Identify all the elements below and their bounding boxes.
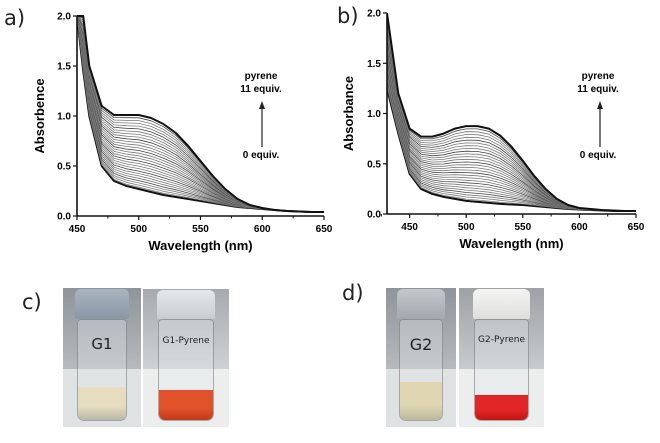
vial-liquid <box>78 387 126 421</box>
panel-label-d: d) <box>342 281 364 305</box>
x-tick-label: 650 <box>316 224 333 235</box>
vial-photo-g1-pyrene: G1-Pyrene <box>143 289 229 427</box>
vial-photo-g2: G2 <box>386 288 456 427</box>
y-axis-label: Absorbence <box>32 78 47 153</box>
vial-liquid <box>475 395 528 421</box>
y-tick-label: 2.0 <box>57 12 71 23</box>
titration-curve <box>387 40 636 212</box>
y-tick-label: 0.5 <box>57 162 71 173</box>
x-tick-label: 600 <box>571 222 588 233</box>
annotation-11-equiv: 11 equiv. <box>577 84 619 95</box>
annotation-0-equiv: 0 equiv. <box>243 150 280 161</box>
vial-liquid <box>159 390 213 421</box>
y-tick-label: 1.5 <box>367 59 381 70</box>
titration-curve <box>387 38 636 212</box>
vial-liquid <box>399 382 443 421</box>
x-tick-label: 450 <box>69 224 86 235</box>
vial-cap <box>156 290 216 320</box>
vial-label: G1-Pyrene <box>162 335 210 346</box>
y-tick-label: 0.0 <box>367 210 381 221</box>
panel-label-b: b) <box>337 4 359 28</box>
y-tick-label: 0.5 <box>367 159 381 170</box>
vial-cap <box>75 289 129 319</box>
vial-cap <box>472 289 531 319</box>
annotation-pyrene: pyrene <box>245 71 278 82</box>
y-tick-label: 0.0 <box>57 212 71 223</box>
vial-label: G2 <box>409 335 433 355</box>
y-tick-label: 1.0 <box>367 109 381 120</box>
panel-label-a: a) <box>4 6 26 30</box>
vial-photo-g1: G1 <box>63 288 141 427</box>
y-axis-label: Absorbance <box>341 76 356 151</box>
x-tick-label: 600 <box>254 224 271 235</box>
x-tick-label: 650 <box>628 222 645 233</box>
y-tick-label: 1.5 <box>57 62 71 73</box>
x-tick-label: 500 <box>130 224 147 235</box>
curve-11-equiv <box>77 15 324 213</box>
x-axis-label: Wavelength (nm) <box>459 236 563 251</box>
annotation-0-equiv: 0 equiv. <box>580 150 617 161</box>
x-axis-label: Wavelength (nm) <box>148 238 252 253</box>
y-tick-label: 1.0 <box>57 112 71 123</box>
panel-label-c: c) <box>22 290 42 314</box>
x-tick-label: 500 <box>458 222 475 233</box>
titration-curve <box>387 29 636 212</box>
vial <box>398 318 444 422</box>
vial <box>474 318 529 422</box>
vial-cap <box>397 289 445 319</box>
vial-label: G2-Pyrene <box>478 335 525 346</box>
absorbance-chart-b: 450 500 550 600 650 0.0 0.5 1.0 1.5 2.0 Wavelength… <box>341 9 645 252</box>
titration-curve <box>387 15 636 212</box>
annotation-11-equiv: 11 equiv. <box>240 84 282 95</box>
y-tick-label: 2.0 <box>367 9 381 20</box>
arrow-head-icon <box>597 101 603 109</box>
x-tick-label: 550 <box>514 222 531 233</box>
vial-label: G1 <box>91 335 113 354</box>
titration-curve <box>387 27 636 212</box>
curve-11-equiv <box>387 12 636 212</box>
vial <box>158 319 214 422</box>
x-tick-label: 450 <box>401 222 418 233</box>
vial <box>77 318 127 422</box>
vial-photo-g2-pyrene: G2-Pyrene <box>459 288 544 427</box>
x-tick-label: 550 <box>192 224 209 235</box>
absorbance-chart-a: 450 500 550 600 650 0.0 0.5 1.0 1.5 2.0 Wavelength… <box>32 12 333 254</box>
annotation-pyrene: pyrene <box>582 71 615 82</box>
arrow-head-icon <box>259 101 265 109</box>
